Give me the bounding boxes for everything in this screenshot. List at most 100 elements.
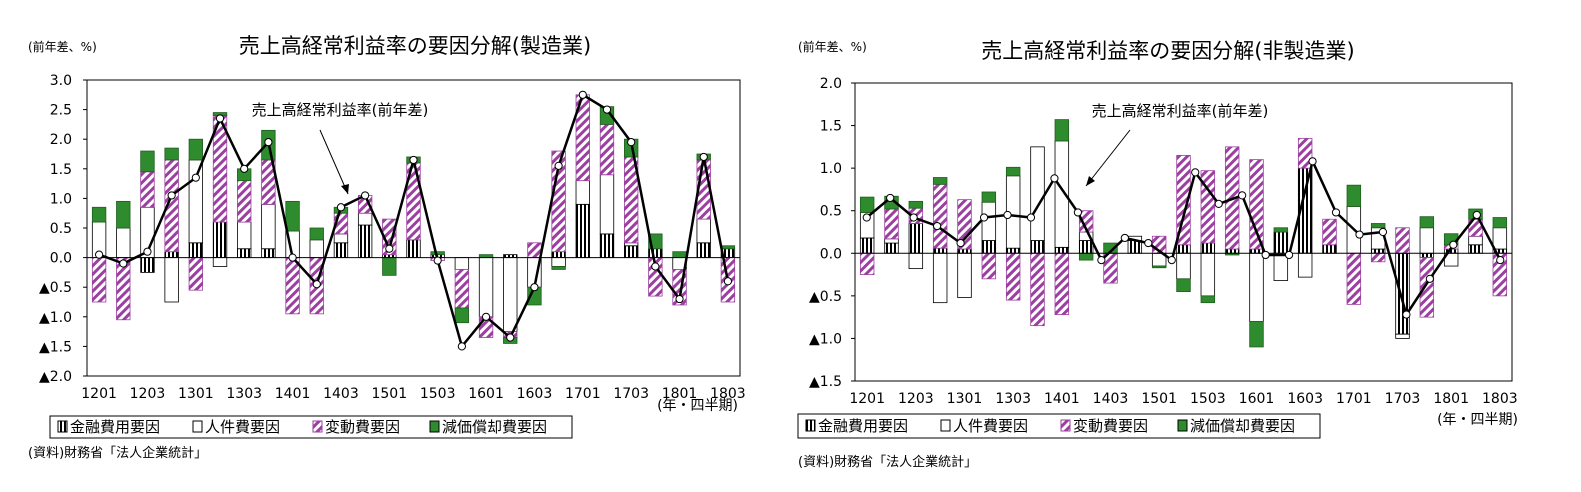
bar-financial [623, 245, 639, 258]
x-tick-label: 1701 [1336, 391, 1372, 407]
bar-personnel [1030, 146, 1045, 241]
bar-personnel [261, 203, 276, 250]
x-tick-label: 1401 [1044, 391, 1080, 407]
bar-financial [237, 248, 252, 259]
bar-depreciation [1176, 278, 1191, 293]
bar-variable [237, 180, 252, 223]
bar-depreciation [859, 196, 875, 213]
line-annotation: 売上高経常利益率(前年差) [1092, 102, 1269, 120]
source-note: (資料)財務省「法人企業統計」 [798, 454, 977, 470]
profit-margin-point [651, 262, 660, 271]
bar-financial [932, 247, 948, 254]
annotation-arrowhead [341, 184, 349, 194]
bar-financial [1030, 240, 1045, 254]
profit-margin-point [1191, 168, 1200, 177]
x-tick-label: 1603 [517, 386, 553, 402]
annotation-arrow [1085, 129, 1131, 187]
profit-margin-point [1402, 310, 1411, 319]
bar-variable [454, 269, 470, 309]
bar-variable [527, 242, 542, 259]
bar-financial [1005, 247, 1021, 254]
x-tick-label: 1301 [947, 391, 983, 407]
annotation-arrow [319, 129, 349, 195]
bar-depreciation [285, 200, 300, 232]
y-tick-label: 0.5 [820, 204, 842, 220]
bar-variable [140, 171, 155, 208]
bar-variable [1249, 159, 1264, 250]
profit-margin-point [481, 312, 491, 321]
bar-personnel [1249, 252, 1264, 322]
profit-margin-point [1003, 210, 1012, 220]
x-tick-label: 1501 [371, 386, 407, 402]
bar-personnel [1200, 252, 1216, 297]
chart-panel-manufacturing: (前年差、%) 売上高経常利益率の要因分解(製造業) 売上高経常利益率(前年差)… [0, 0, 790, 492]
bar-personnel [333, 233, 349, 244]
y-tick-label: 2.0 [820, 76, 842, 92]
x-tick-label: 1703 [1385, 391, 1421, 407]
x-axis-unit: (年・四半期) [1437, 412, 1518, 428]
profit-margin-point [1026, 213, 1036, 222]
bar-financial [908, 223, 924, 254]
bar-financial [1370, 248, 1386, 254]
legend-swatch-personnel [192, 420, 203, 433]
bar-financial [1395, 252, 1410, 335]
legend-depreciation: 減価償却費要因 [1190, 417, 1295, 435]
profit-margin-point [602, 105, 612, 114]
y-tick-label: 0.0 [820, 246, 842, 262]
legend-swatch-depreciation [429, 420, 440, 433]
bar-depreciation [1419, 216, 1435, 229]
bar-financial [1224, 248, 1240, 254]
chart-panel-nonmanufacturing: (前年差、%) 売上高経常利益率の要因分解(非製造業) 売上高経常利益率(前年差… [790, 0, 1581, 492]
legend-swatch-variable [312, 420, 323, 433]
profit-margin-point [167, 191, 176, 200]
legend-personnel: 人件費要因 [953, 417, 1028, 435]
bar-variable [599, 124, 615, 176]
profit-margin-point [215, 114, 225, 123]
x-axis-unit: (年・四半期) [657, 398, 738, 414]
bar-financial [212, 221, 228, 259]
x-tick-label: 1803 [710, 386, 746, 402]
bar-depreciation [672, 251, 687, 258]
profit-margin-point [312, 280, 321, 289]
y-tick-label: ▲1.5 [39, 339, 72, 355]
bar-depreciation [551, 266, 566, 270]
bar-financial [1176, 244, 1191, 254]
bar-personnel [623, 242, 639, 247]
y-tick-label: 2.0 [50, 132, 72, 148]
profit-margin-point [336, 203, 346, 212]
bar-personnel [696, 218, 711, 244]
profit-margin-point [1144, 238, 1153, 248]
bar-personnel [309, 239, 324, 258]
bar-personnel [478, 257, 494, 318]
legend-swatch-depreciation [1177, 419, 1188, 432]
bar-personnel [454, 257, 470, 270]
bar-financial [333, 242, 349, 259]
bar-depreciation [1249, 320, 1264, 348]
profit-margin-point [1097, 255, 1106, 265]
bar-depreciation [454, 307, 470, 324]
x-tick-label: 1303 [226, 386, 262, 402]
profit-margin-point [1355, 230, 1364, 239]
profit-margin-point [506, 333, 515, 342]
bar-financial [164, 251, 179, 258]
x-tick-label: 1801 [1433, 391, 1469, 407]
bar-financial [357, 224, 373, 258]
legend-financial: 金融費用要因 [70, 418, 160, 436]
legend-financial: 金融費用要因 [818, 417, 908, 435]
bar-personnel [1419, 227, 1435, 254]
bar-financial [188, 242, 204, 259]
profit-margin-point [554, 161, 563, 170]
bar-variable [285, 257, 300, 315]
bar-depreciation [188, 138, 204, 161]
bar-personnel [551, 257, 566, 267]
bar-personnel [164, 257, 179, 303]
bar-financial [551, 251, 566, 258]
profit-margin-point [1449, 240, 1458, 249]
profit-margin-point [909, 213, 918, 222]
bar-variable [1346, 252, 1362, 305]
bar-personnel [1492, 227, 1508, 250]
profit-margin-point [1073, 208, 1083, 217]
profit-margin-point [862, 213, 871, 222]
legend-box [797, 413, 1321, 439]
y-tick-label: 2.5 [50, 103, 72, 119]
